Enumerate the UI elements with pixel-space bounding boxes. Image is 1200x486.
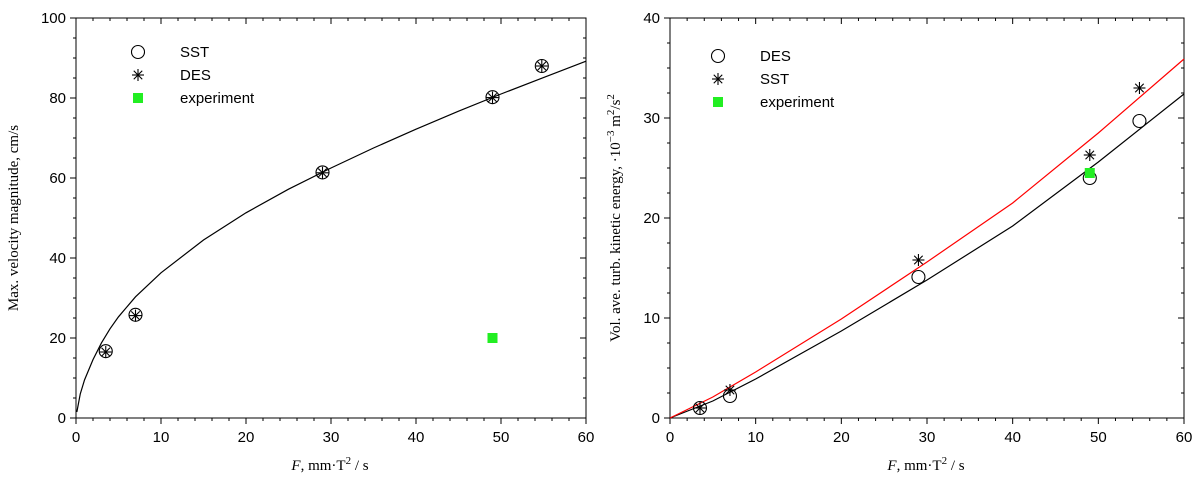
fit-curve-0 [669,93,1185,419]
y-tick-label: 20 [49,330,66,347]
x-tick-label: 60 [578,429,595,446]
legend-label-des: DES [760,48,791,65]
data-point-des [535,60,548,72]
x-tick-label: 30 [919,429,936,446]
y-axis-label: Vol. ave. turb. kinetic energy, ·10−3 m2… [605,94,624,342]
data-point-des [99,346,112,358]
x-tick-label: 30 [323,429,340,446]
data-point-des [1132,113,1147,129]
y-tick-label: 30 [643,110,660,127]
y-tick-label: 40 [643,10,660,27]
y-tick-label: 60 [49,170,66,187]
data-point-sst [1133,82,1146,94]
x-tick-label: 60 [1176,429,1193,446]
y-tick-label: 20 [643,210,660,227]
plot-frame [669,17,1185,419]
data-point-experiment [487,333,498,343]
data-point-des [692,400,708,416]
y-axis-label: Max. velocity magnitude, cm/s [6,125,22,311]
x-tick-label: 0 [72,429,80,446]
x-axis-label: F, mm·T2 / s [886,455,964,474]
legend-marker-des [132,69,144,81]
series-experiment [487,333,498,343]
series-des [99,60,548,358]
plot-frame [75,17,587,419]
legend-label-sst: SST [760,71,789,88]
fit-curve-0 [76,60,587,413]
series-sst [98,58,549,359]
data-point-des [316,166,329,179]
data-point-sst [912,254,925,266]
legend-marker-sst [130,44,146,60]
legend-marker-des [710,48,726,64]
legend-marker-experiment [713,97,723,107]
y-tick-label: 40 [49,250,66,267]
legend-marker-experiment [133,93,143,103]
series-sst [693,82,1146,414]
data-point-sst [1083,149,1096,161]
data-point-sst [693,402,706,414]
y-tick-label: 100 [41,10,66,27]
data-point-sst [534,58,549,74]
data-point-sst [723,384,736,396]
data-point-sst [315,165,330,180]
y-tick-label: 0 [58,410,66,427]
legend-label-experiment: experiment [180,90,255,107]
fit-curve-1 [669,58,1185,419]
x-tick-label: 20 [833,429,850,446]
chart-max-velocity: Max. velocity magnitude, cm/s F, mm·T2 /… [6,10,594,474]
x-axis-label: F, mm·T2 / s [290,455,368,474]
x-tick-label: 0 [666,429,674,446]
legend: DES SST experiment [710,48,835,111]
chart-turb-kinetic-energy: Vol. ave. turb. kinetic energy, ·10−3 m2… [605,10,1192,474]
x-tick-label: 50 [493,429,510,446]
legend-label-experiment: experiment [760,94,835,111]
y-tick-label: 80 [49,90,66,107]
series-experiment [1084,168,1095,178]
data-point-des [129,309,142,322]
x-tick-label: 10 [153,429,170,446]
y-tick-label: 0 [652,410,660,427]
x-tick-label: 20 [238,429,255,446]
series-des [692,113,1147,416]
legend-label-des: DES [180,67,211,84]
data-point-des [486,91,499,104]
legend-marker-sst [712,73,724,85]
y-tick-label: 10 [643,310,660,327]
legend-label-sst: SST [180,44,209,61]
x-tick-label: 40 [1004,429,1021,446]
data-point-sst [485,90,500,105]
x-tick-label: 40 [408,429,425,446]
data-point-des [911,269,926,285]
legend: SST DES experiment [130,44,255,107]
data-point-experiment [1084,168,1095,178]
x-tick-label: 50 [1090,429,1107,446]
x-tick-label: 10 [747,429,764,446]
